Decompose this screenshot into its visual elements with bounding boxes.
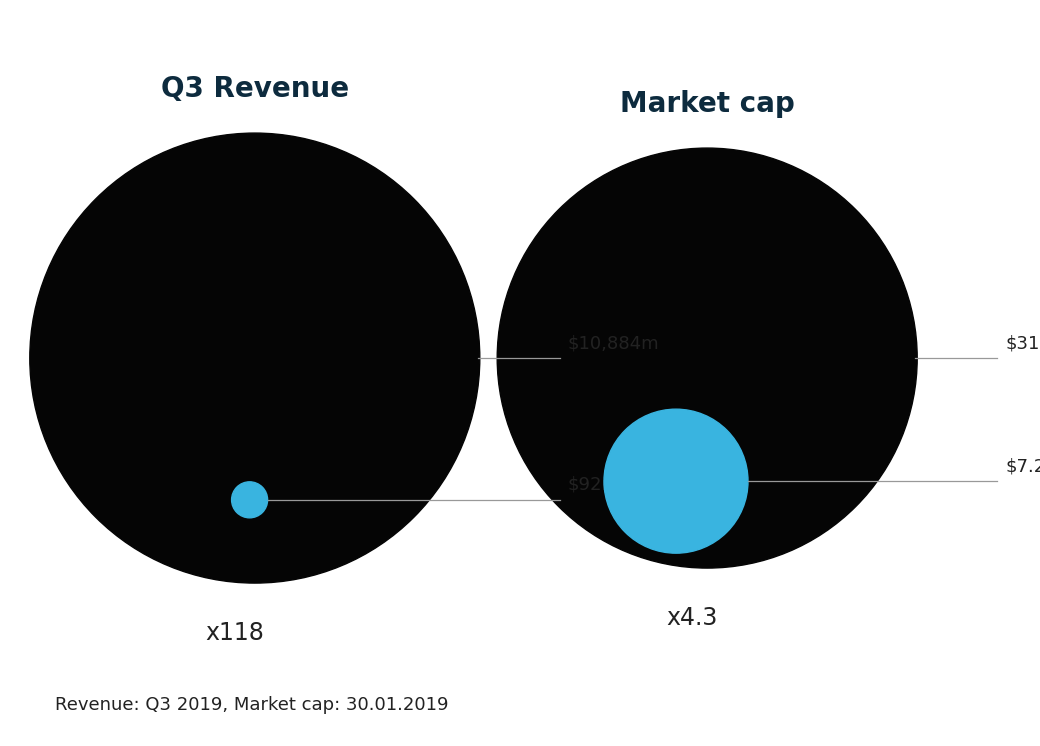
Text: Market cap: Market cap: [620, 90, 795, 118]
Text: $92m: $92m: [568, 476, 620, 494]
Text: x118: x118: [205, 621, 264, 645]
Text: $7.2b: $7.2b: [1006, 457, 1040, 475]
Text: Revenue: Q3 2019, Market cap: 30.01.2019: Revenue: Q3 2019, Market cap: 30.01.2019: [55, 696, 448, 714]
Text: $31b: $31b: [1006, 334, 1040, 352]
Circle shape: [232, 482, 267, 518]
Text: Q3 Revenue: Q3 Revenue: [161, 75, 348, 103]
Text: x4.3: x4.3: [667, 606, 718, 630]
Text: $10,884m: $10,884m: [568, 334, 659, 352]
Circle shape: [497, 148, 917, 568]
Circle shape: [604, 409, 748, 554]
Circle shape: [30, 133, 479, 583]
